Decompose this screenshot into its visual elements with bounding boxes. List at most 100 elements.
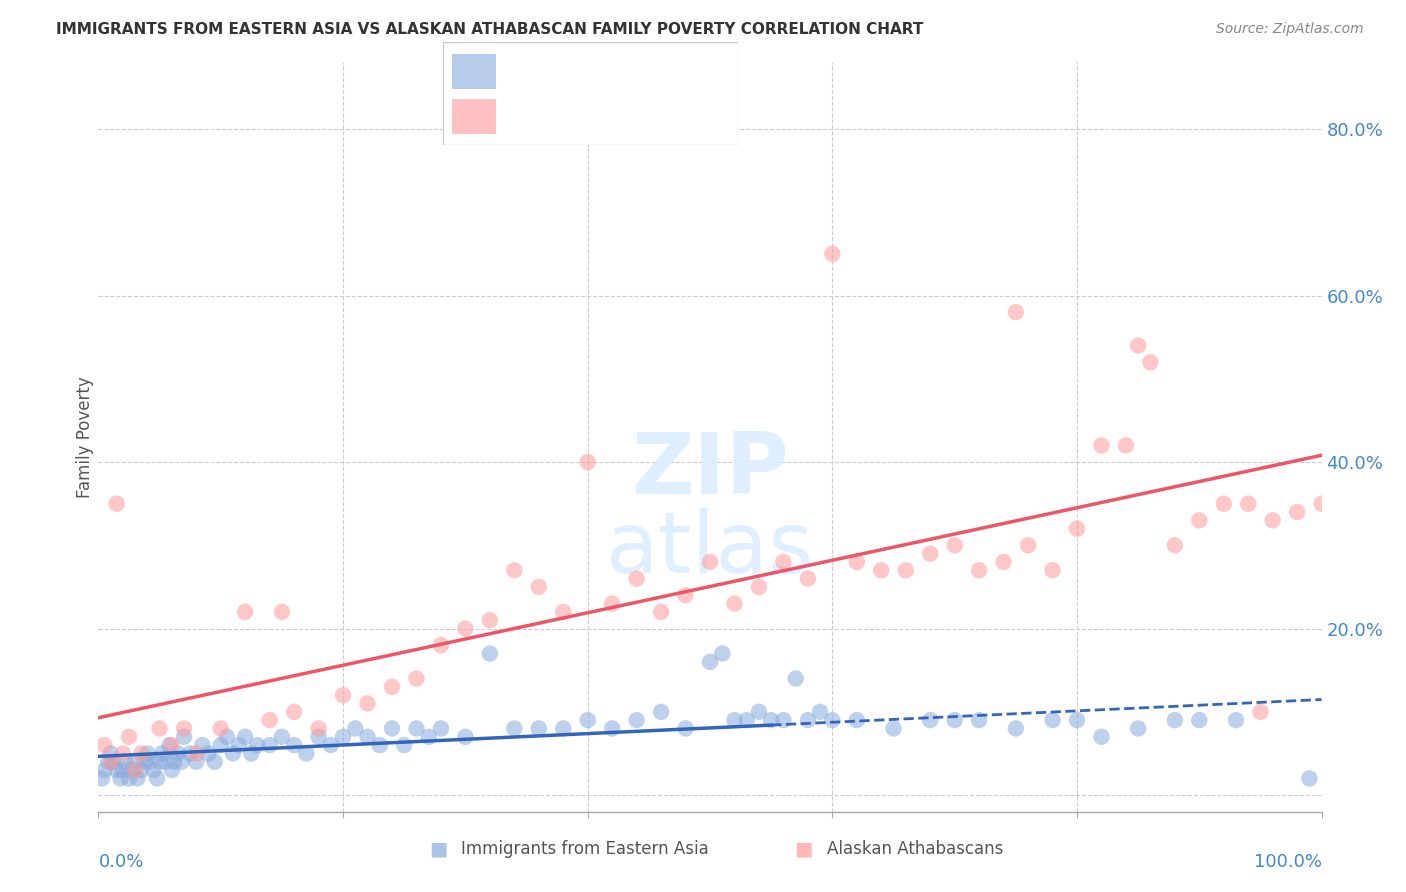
Point — [1115, 438, 1137, 452]
Point — [157, 738, 180, 752]
Text: 100.0%: 100.0% — [1254, 853, 1322, 871]
Point — [553, 722, 575, 736]
Point — [381, 722, 404, 736]
Point — [149, 755, 172, 769]
Point — [772, 713, 794, 727]
Point — [124, 763, 146, 777]
Point — [204, 755, 226, 769]
Point — [675, 722, 697, 736]
Point — [215, 730, 238, 744]
Point — [167, 747, 190, 761]
Text: 61: 61 — [661, 108, 686, 126]
Point — [295, 747, 318, 761]
Text: N =: N = — [612, 108, 651, 126]
Point — [93, 763, 115, 777]
Point — [1128, 722, 1150, 736]
Point — [170, 755, 193, 769]
Point — [97, 755, 120, 769]
Point — [478, 613, 501, 627]
Point — [110, 772, 132, 786]
Bar — [451, 99, 496, 134]
Point — [308, 730, 330, 744]
Point — [699, 655, 721, 669]
Text: R =: R = — [508, 108, 547, 126]
Point — [209, 738, 232, 752]
Point — [1164, 713, 1187, 727]
Point — [283, 705, 305, 719]
Text: atlas: atlas — [606, 508, 814, 591]
Point — [967, 563, 990, 577]
Text: 0.359: 0.359 — [558, 62, 614, 80]
Point — [576, 455, 599, 469]
Point — [1042, 713, 1064, 727]
Point — [111, 747, 134, 761]
Point — [699, 555, 721, 569]
Point — [1237, 497, 1260, 511]
Point — [150, 747, 173, 761]
Text: Source: ZipAtlas.com: Source: ZipAtlas.com — [1216, 22, 1364, 37]
Point — [748, 580, 770, 594]
Point — [332, 688, 354, 702]
Point — [723, 713, 745, 727]
Text: ZIP: ZIP — [631, 429, 789, 512]
Point — [392, 738, 416, 752]
Point — [1188, 513, 1211, 527]
Text: N =: N = — [612, 62, 651, 80]
Point — [101, 755, 124, 769]
Point — [105, 497, 128, 511]
Point — [478, 647, 501, 661]
Point — [149, 722, 172, 736]
Point — [129, 747, 152, 761]
Point — [920, 547, 942, 561]
Text: IMMIGRANTS FROM EASTERN ASIA VS ALASKAN ATHABASCAN FAMILY POVERTY CORRELATION CH: IMMIGRANTS FROM EASTERN ASIA VS ALASKAN … — [56, 22, 924, 37]
Point — [1066, 713, 1088, 727]
Point — [967, 713, 990, 727]
Point — [118, 730, 141, 744]
Point — [233, 730, 256, 744]
Point — [1310, 497, 1333, 511]
Point — [845, 713, 868, 727]
Point — [735, 713, 758, 727]
Point — [785, 672, 807, 686]
Point — [845, 555, 868, 569]
Point — [259, 713, 281, 727]
Point — [626, 713, 648, 727]
Point — [1139, 355, 1161, 369]
Point — [124, 755, 146, 769]
Point — [356, 730, 378, 744]
Point — [118, 772, 141, 786]
Point — [91, 772, 114, 786]
Point — [1261, 513, 1284, 527]
Point — [993, 555, 1015, 569]
Point — [121, 763, 143, 777]
Point — [1042, 563, 1064, 577]
Text: ■: ■ — [429, 839, 447, 858]
Point — [368, 738, 391, 752]
Text: R =: R = — [508, 62, 547, 80]
Point — [114, 755, 136, 769]
Point — [209, 722, 232, 736]
Point — [173, 730, 195, 744]
Point — [894, 563, 917, 577]
Point — [283, 738, 305, 752]
Point — [675, 588, 697, 602]
Point — [356, 697, 378, 711]
Point — [1286, 505, 1309, 519]
Point — [883, 722, 905, 736]
Point — [821, 247, 844, 261]
Point — [1164, 538, 1187, 552]
Point — [600, 722, 623, 736]
Point — [808, 705, 831, 719]
Point — [1298, 772, 1320, 786]
Point — [626, 572, 648, 586]
Point — [163, 755, 186, 769]
Point — [228, 738, 250, 752]
Point — [920, 713, 942, 727]
Point — [127, 772, 149, 786]
Point — [821, 713, 844, 727]
FancyBboxPatch shape — [443, 42, 738, 145]
Point — [139, 755, 162, 769]
Point — [1212, 497, 1234, 511]
Point — [93, 738, 115, 752]
Text: 90: 90 — [661, 62, 686, 80]
